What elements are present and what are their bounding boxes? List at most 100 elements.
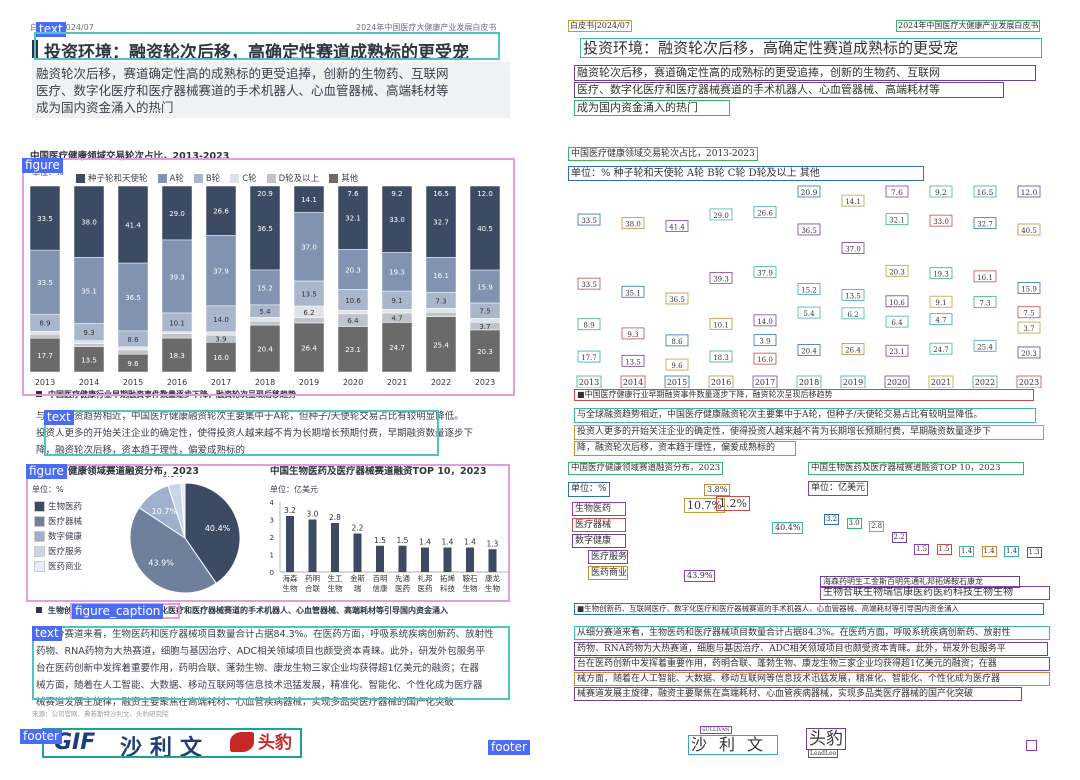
bar-top-label: 12.0	[477, 190, 493, 198]
x-tick-label: 2016	[167, 378, 187, 387]
ocr-pie-legend-item: 数字健康	[572, 534, 626, 548]
bar-segment	[337, 326, 369, 373]
ocr-value-box	[709, 271, 733, 284]
ocr-pie-legend-item: 生物医药	[572, 502, 626, 516]
ocr-value-text: 26.6	[757, 210, 773, 218]
ocr-year-text: 2017	[755, 378, 775, 387]
ocr-para2-line: 药物、RNA药物为大热赛道，细胞与基因治疗、ADC相关领域项目也颇受资本青睐。此…	[574, 642, 1048, 656]
legend-swatch	[329, 174, 339, 183]
bar-value-label: 7.5	[479, 308, 490, 316]
ocr-value-box	[885, 264, 909, 277]
pie-slice	[180, 482, 186, 539]
bar	[353, 533, 362, 572]
ocr-value-box	[929, 295, 953, 308]
ocr-para1-line: 投资人更多的开始关注企业的确定性，使得投资人越来越不肯为长期增长预期付费，早期融…	[574, 425, 1044, 440]
bar-segment	[205, 185, 237, 236]
ocr-value-text: 25.4	[977, 343, 993, 351]
figure-region-box	[22, 158, 515, 396]
leadleo-logo-icon	[230, 732, 254, 752]
bar-segment	[117, 185, 149, 264]
chart3-title: 中国生物医药及医疗器械赛道融资TOP 10，2023	[270, 466, 487, 477]
ocr-value-box	[621, 327, 645, 340]
bar-value-label: 1.5	[374, 536, 386, 545]
x-tick-label: 2018	[255, 378, 275, 387]
legend-swatch	[34, 531, 45, 542]
y-tick-label: 2	[270, 534, 274, 542]
ocr-value-box	[753, 334, 777, 347]
ocr-header-tag-text: 白皮书	[570, 21, 594, 30]
ocr-value-text: 39.3	[713, 275, 729, 283]
ocr-value-box	[841, 242, 865, 254]
source-note: 来源：公司官网、弗若斯特沙利文、头豹研究院	[32, 710, 169, 718]
x-tick-label: 百明	[373, 574, 388, 583]
text-region-box	[32, 626, 510, 700]
ocr-value-text: 35.1	[625, 289, 641, 297]
ocr-value-text: 10.6	[889, 299, 905, 307]
bar	[398, 545, 407, 572]
ocr-bar-categories: 海森药明生工金斯百明先通礼邦拓烯鞍石康龙	[820, 576, 1020, 588]
bar-segment	[293, 322, 325, 373]
bar-top-label: 20.9	[257, 190, 273, 198]
para-line: 械方面，随着在人工智能、大数据、移动互联网等信息技术迅猛发展，精准化、智能化、个…	[36, 680, 483, 691]
chart1-stacked-bar: 17.7 8.9 33.5 33.5 2013 13.5 9.3 35.1 38.0 2014 9.…	[29, 185, 501, 387]
ocr-value-box	[709, 208, 733, 221]
ocr-value-text: 7.3	[979, 299, 990, 307]
ocr-value-box	[577, 318, 601, 331]
ocr-value-box	[973, 270, 997, 283]
ocr-year-box	[576, 375, 602, 388]
bar-value-label: 3.0	[307, 510, 319, 519]
ocr-section-title: 投资环境：融资轮次后移，高确定性赛道成熟标的更受宠	[580, 38, 1042, 58]
ocr-year-box	[1016, 375, 1042, 388]
ocr-pie-legend-item: 医疗服务	[588, 550, 628, 564]
x-tick-label: 2013	[35, 378, 55, 387]
bar-value-label: 6.2	[303, 309, 314, 317]
legend-swatch	[34, 516, 45, 527]
bar-segment	[249, 185, 281, 271]
x-tick-label: 生工	[328, 573, 343, 583]
ocr-para2-line: 从细分赛道来看，生物医药和医疗器械项目数量合计占据84.3%。在医药方面，呼吸系…	[574, 626, 1050, 640]
ocr-value-box	[973, 217, 997, 230]
ocr-value-box	[1017, 346, 1041, 359]
bar	[308, 519, 317, 572]
ocr-value-text: 18.3	[713, 354, 729, 362]
bar-segment	[161, 239, 193, 314]
pie-slice	[129, 506, 217, 594]
bar	[286, 516, 294, 572]
legend-item: 种子轮和天使轮	[76, 172, 148, 184]
bar-value-label: 5.4	[259, 308, 271, 316]
chart1-legend: 种子轮和天使轮 A轮 B轮 C轮 D轮及以上 其他	[76, 166, 368, 185]
para-line: 台在医药创新中发挥着重要作用，药明合联、蓬勃生物、康龙生物三家企业均获得超1亿美…	[36, 663, 480, 674]
ocr-value-box	[709, 350, 733, 363]
ocr-bar-categories: 生物合联生物瑞信康医药医药科技生物生物	[820, 586, 1050, 600]
bar-value-label: 33.5	[37, 279, 53, 287]
caption-2: 生物创新药、互联网医疗、数字化医疗和医疗器械赛道的手术机器人、心血管器械、高端耗…	[36, 605, 506, 616]
ocr-value-text: 33.5	[581, 281, 597, 289]
x-tick-label: 2022	[431, 378, 451, 387]
ocr-chart1-legend: 单位：% 种子轮和天使轮 A轮 B轮 C轮 D轮及以上 其他	[568, 166, 924, 181]
ocr-value-box	[621, 354, 645, 367]
bar-value-label: 24.7	[389, 344, 405, 352]
x-tick-label: 生物	[283, 583, 298, 593]
ocr-bar-value: 1.3	[1026, 547, 1042, 559]
bullet-icon	[36, 607, 42, 613]
pie-slice	[184, 482, 241, 584]
pie-value-label: 3.8%	[162, 476, 183, 479]
bar-top-label: 9.2	[391, 190, 402, 198]
bar-value-label: 15.9	[477, 283, 493, 291]
legend-swatch	[266, 174, 276, 183]
ocr-value-text: 15.9	[1021, 285, 1037, 293]
legend-item: A轮	[157, 172, 184, 184]
ocr-bar-value: 2.8	[869, 521, 885, 532]
ocr-year-text: 2020	[887, 378, 907, 387]
ocr-value-box	[885, 295, 909, 308]
layout-label-text: text	[44, 410, 74, 425]
ocr-value-text: 14.1	[845, 198, 861, 206]
x-tick-label: 礼邦	[418, 573, 433, 583]
ocr-year-text: 2015	[667, 378, 687, 387]
x-tick-label: 金斯	[350, 573, 365, 583]
ocr-value-text: 9.6	[671, 362, 683, 370]
ocr-value-text: 7.5	[1023, 310, 1034, 318]
intro-line: 融资轮次后移，赛道确定性高的成熟标的更受追捧，创新的生物药、互联网	[36, 66, 449, 81]
page-marker-icon	[1026, 740, 1037, 751]
bar-value-label: 26.6	[213, 208, 229, 216]
